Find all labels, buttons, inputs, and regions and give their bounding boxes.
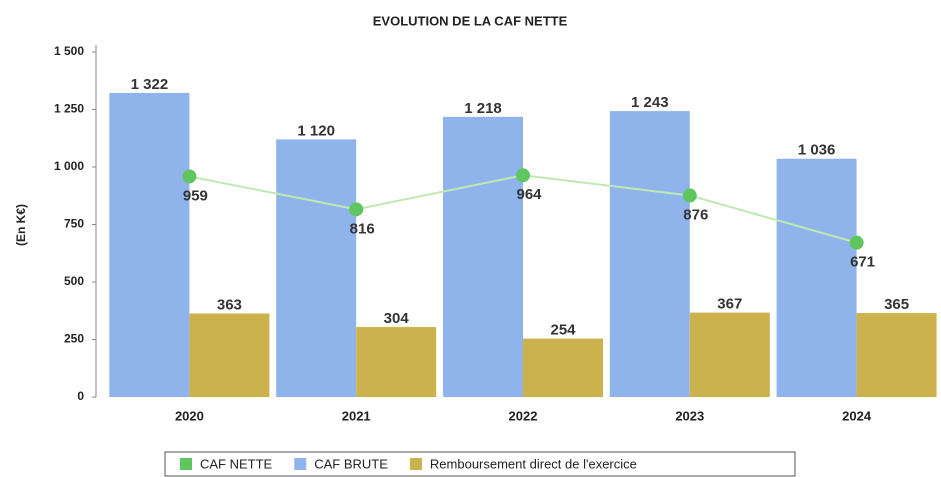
bar: [523, 338, 603, 397]
x-tick-label: 2020: [175, 408, 204, 423]
x-tick-label: 2021: [342, 408, 371, 423]
bar: [109, 92, 190, 397]
chart-title: EVOLUTION DE LA CAF NETTE: [373, 13, 568, 28]
y-tick-label: 1 500: [54, 44, 84, 58]
x-tick-label: 2024: [842, 408, 872, 423]
value-label: 254: [550, 322, 576, 339]
value-label: 1 218: [464, 100, 502, 117]
y-tick-label: 1 000: [54, 159, 84, 173]
legend-swatch: [180, 458, 192, 470]
line-marker: [516, 168, 530, 183]
value-label: 304: [384, 310, 410, 327]
y-tick-label: 1 250: [54, 102, 84, 116]
bar: [776, 158, 857, 397]
bar: [689, 312, 770, 397]
value-label: 1 120: [297, 122, 335, 139]
x-tick-label: 2023: [675, 408, 704, 423]
value-label: 671: [850, 254, 875, 271]
legend-label: CAF BRUTE: [314, 456, 388, 471]
y-tick-label: 750: [64, 217, 84, 231]
y-tick-label: 250: [64, 332, 84, 346]
legend-label: Remboursement direct de l'exercice: [430, 456, 637, 471]
bar: [276, 139, 357, 397]
y-tick-label: 500: [64, 274, 84, 288]
value-label: 1 036: [798, 142, 836, 159]
bar: [443, 116, 523, 398]
legend-swatch: [294, 458, 307, 470]
legend-swatch: [409, 458, 422, 470]
value-label: 1 322: [131, 76, 169, 93]
bar: [189, 313, 270, 397]
y-axis-label: (En K€): [14, 204, 28, 246]
x-tick-label: 2022: [509, 408, 538, 423]
value-label: 964: [516, 186, 542, 203]
value-label: 876: [683, 206, 708, 223]
bar: [356, 327, 437, 397]
value-label: 367: [717, 296, 742, 313]
line-marker: [849, 235, 864, 250]
line-marker: [349, 202, 364, 217]
line-marker: [682, 188, 697, 203]
line-marker: [182, 169, 197, 184]
y-tick-label: 0: [77, 389, 84, 403]
legend-label: CAF NETTE: [200, 456, 273, 471]
bar: [609, 111, 690, 398]
bar: [856, 313, 937, 397]
value-label: 816: [350, 220, 375, 237]
value-label: 1 243: [631, 94, 669, 111]
value-label: 363: [217, 296, 242, 313]
value-label: 959: [183, 187, 208, 204]
legend-box: [164, 451, 796, 477]
value-label: 365: [884, 296, 909, 313]
